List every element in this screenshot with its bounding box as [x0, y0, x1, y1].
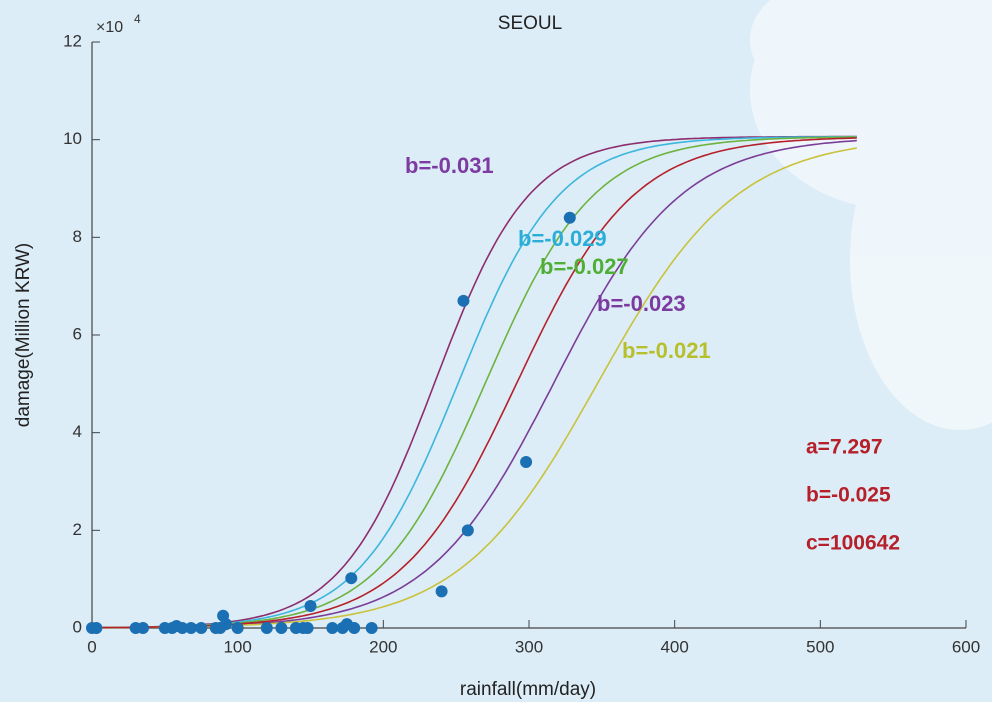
point	[232, 622, 244, 634]
y-tick-label: 4	[73, 422, 82, 441]
x-axis-label: rainfall(mm/day)	[460, 679, 596, 700]
x-tick-label: 0	[87, 637, 96, 656]
x-tick-label: 300	[515, 637, 543, 656]
point	[345, 572, 357, 584]
y-tick-label: 2	[73, 520, 82, 539]
y-tick-label: 12	[63, 31, 82, 50]
point	[305, 600, 317, 612]
y-tick-label: 6	[73, 324, 82, 343]
point	[348, 622, 360, 634]
model-label: a=7.297	[806, 436, 883, 459]
curve-label: b=-0.029	[518, 226, 607, 251]
point	[462, 524, 474, 536]
point	[457, 295, 469, 307]
point	[520, 456, 532, 468]
chart: SEOUL rainfall(mm/day) damage(Million KR…	[0, 0, 992, 702]
point	[90, 622, 102, 634]
x-tick-label: 100	[223, 637, 251, 656]
point	[436, 585, 448, 597]
x-tick-label: 600	[952, 637, 980, 656]
chart-title: SEOUL	[498, 13, 562, 34]
y-tick-label: 0	[73, 617, 82, 636]
curve-label: b=-0.027	[540, 254, 629, 279]
point	[366, 622, 378, 634]
point	[261, 622, 273, 634]
point	[220, 618, 232, 630]
y-tick-label: 10	[63, 129, 82, 148]
point	[195, 622, 207, 634]
point	[564, 212, 576, 224]
y-axis-label: damage(Million KRW)	[13, 243, 34, 427]
x-tick-label: 400	[660, 637, 688, 656]
point	[275, 622, 287, 634]
curve-label: b=-0.023	[597, 291, 686, 316]
curve-label: b=-0.031	[405, 153, 494, 178]
x-tick-label: 500	[806, 637, 834, 656]
point	[137, 622, 149, 634]
y-multiplier-exponent: 4	[134, 12, 141, 26]
y-multiplier: ×10	[96, 19, 123, 36]
y-tick-label: 8	[73, 227, 82, 246]
x-tick-label: 200	[369, 637, 397, 656]
point	[302, 622, 314, 634]
curve-label: b=-0.021	[622, 338, 711, 363]
model-label: b=-0.025	[806, 484, 891, 507]
model-label: c=100642	[806, 532, 900, 555]
